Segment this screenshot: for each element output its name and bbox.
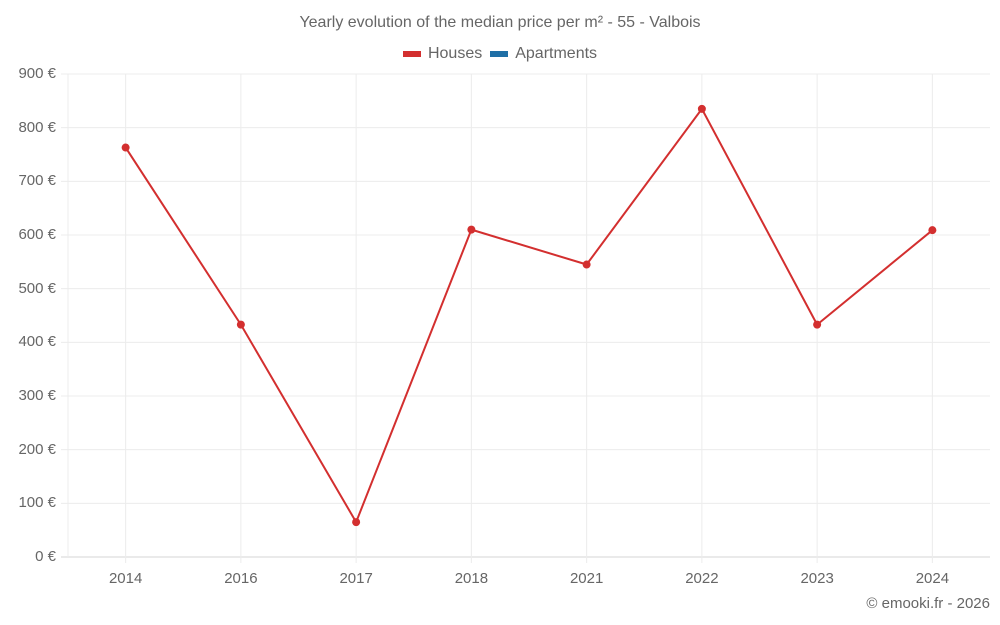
- x-tick-label: 2021: [569, 570, 604, 587]
- y-tick-label: 700 €: [18, 172, 56, 190]
- data-point[interactable]: [582, 260, 591, 269]
- x-tick-label: 2016: [224, 570, 258, 587]
- y-tick-label: 300 €: [18, 387, 56, 404]
- legend-item-houses[interactable]: Houses: [402, 45, 483, 63]
- x-tick-label: 2024: [915, 570, 950, 587]
- data-point[interactable]: [236, 320, 245, 329]
- y-tick-label: 900 €: [18, 65, 56, 82]
- legend-label-apartments: Apartments: [515, 45, 598, 62]
- data-point[interactable]: [121, 143, 130, 152]
- y-tick-label: 200 €: [18, 440, 56, 458]
- data-point[interactable]: [697, 104, 706, 113]
- gridlines: [61, 73, 990, 563]
- data-point[interactable]: [928, 226, 937, 235]
- x-tick-label: 2022: [685, 570, 719, 587]
- data-point[interactable]: [813, 320, 822, 329]
- x-tick-label: 2023: [800, 570, 834, 587]
- credit-text: © emooki.fr - 2026: [866, 595, 990, 612]
- data-point[interactable]: [352, 518, 361, 527]
- y-tick-label: 800 €: [18, 118, 56, 136]
- x-tick-label: 2017: [339, 570, 373, 587]
- houses-swatch-icon: [402, 51, 421, 57]
- apartments-swatch-icon: [490, 51, 509, 57]
- legend-item-apartments[interactable]: Apartments: [490, 45, 597, 63]
- y-tick-label: 100 €: [18, 494, 56, 512]
- legend: Houses Apartments: [0, 45, 1000, 63]
- y-tick-label: 0 €: [35, 548, 56, 565]
- y-tick-label: 500 €: [18, 279, 56, 297]
- x-tick-label: 2018: [454, 570, 489, 587]
- legend-label-houses: Houses: [427, 45, 483, 62]
- houses-points: [121, 104, 937, 527]
- y-tick-label: 400 €: [18, 333, 56, 351]
- houses-line: [124, 107, 934, 524]
- chart-title: Yearly evolution of the median price per…: [299, 14, 701, 31]
- data-point[interactable]: [467, 225, 476, 234]
- x-tick-label: 2014: [108, 570, 143, 587]
- y-tick-label: 600 €: [18, 226, 56, 243]
